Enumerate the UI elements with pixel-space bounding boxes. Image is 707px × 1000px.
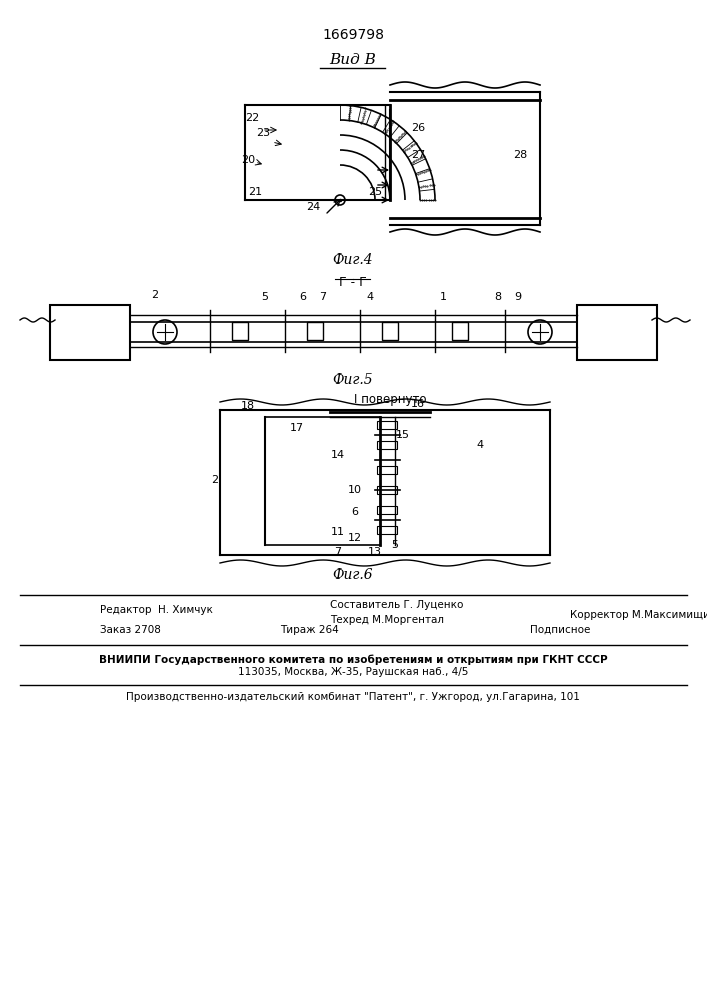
Text: 6: 6 bbox=[300, 292, 307, 302]
Text: 2: 2 bbox=[211, 475, 218, 485]
Text: Тираж 264: Тираж 264 bbox=[280, 625, 339, 635]
Text: 6: 6 bbox=[351, 507, 358, 517]
Bar bbox=[232, 322, 248, 340]
Bar bbox=[377, 441, 397, 449]
Text: Вид В: Вид В bbox=[329, 53, 376, 67]
Text: 25: 25 bbox=[368, 187, 382, 197]
Bar bbox=[377, 421, 397, 429]
Text: 1669798: 1669798 bbox=[322, 28, 384, 42]
Text: 18: 18 bbox=[241, 401, 255, 411]
Bar bbox=[577, 305, 657, 360]
Text: 23: 23 bbox=[256, 128, 270, 138]
Text: 22: 22 bbox=[245, 113, 259, 123]
Bar bbox=[307, 322, 323, 340]
Text: 9: 9 bbox=[515, 292, 522, 302]
Text: 113035, Москва, Ж-35, Раушская наб., 4/5: 113035, Москва, Ж-35, Раушская наб., 4/5 bbox=[238, 667, 468, 677]
Text: 2: 2 bbox=[151, 290, 158, 300]
Text: 13: 13 bbox=[368, 547, 382, 557]
Text: 28: 28 bbox=[513, 150, 527, 160]
Text: Техред М.Моргентал: Техред М.Моргентал bbox=[330, 615, 444, 625]
Text: 7: 7 bbox=[334, 547, 341, 557]
Text: 26: 26 bbox=[411, 123, 425, 133]
Text: 4: 4 bbox=[366, 292, 373, 302]
Text: Составитель Г. Луценко: Составитель Г. Луценко bbox=[330, 600, 463, 610]
Text: 5: 5 bbox=[392, 540, 399, 550]
Text: 7: 7 bbox=[320, 292, 327, 302]
Text: 10: 10 bbox=[348, 485, 362, 495]
Text: 15: 15 bbox=[396, 430, 410, 440]
Text: 4: 4 bbox=[477, 440, 484, 450]
Text: 27: 27 bbox=[411, 150, 425, 160]
Text: 8: 8 bbox=[494, 292, 501, 302]
Text: 12: 12 bbox=[348, 533, 362, 543]
Bar bbox=[377, 466, 397, 474]
Text: ВНИИПИ Государственного комитета по изобретениям и открытиям при ГКНТ СССР: ВНИИПИ Государственного комитета по изоб… bbox=[99, 655, 607, 665]
Text: Редактор  Н. Химчук: Редактор Н. Химчук bbox=[100, 605, 213, 615]
Text: 21: 21 bbox=[248, 187, 262, 197]
Bar bbox=[452, 322, 468, 340]
Bar bbox=[382, 322, 398, 340]
Text: Фиг.6: Фиг.6 bbox=[333, 568, 373, 582]
Text: I повернуто: I повернуто bbox=[354, 393, 426, 406]
Bar bbox=[377, 526, 397, 534]
Text: Фиг.4: Фиг.4 bbox=[333, 253, 373, 267]
Text: Фиг.5: Фиг.5 bbox=[333, 373, 373, 387]
Text: 16: 16 bbox=[411, 399, 425, 409]
Bar bbox=[50, 305, 130, 360]
Bar bbox=[377, 506, 397, 514]
Text: 5: 5 bbox=[262, 292, 269, 302]
Text: 24: 24 bbox=[306, 202, 320, 212]
Bar bbox=[377, 486, 397, 494]
Text: 11: 11 bbox=[331, 527, 345, 537]
Text: 14: 14 bbox=[331, 450, 345, 460]
Text: 20: 20 bbox=[241, 155, 255, 165]
Text: Заказ 2708: Заказ 2708 bbox=[100, 625, 161, 635]
Text: 1: 1 bbox=[440, 292, 447, 302]
Text: 17: 17 bbox=[290, 423, 304, 433]
Text: Корректор М.Максимищинец: Корректор М.Максимищинец bbox=[570, 610, 707, 620]
Text: Производственно-издательский комбинат "Патент", г. Ужгород, ул.Гагарина, 101: Производственно-издательский комбинат "П… bbox=[126, 692, 580, 702]
Text: Подписное: Подписное bbox=[530, 625, 590, 635]
Text: Г - Г: Г - Г bbox=[339, 275, 367, 288]
